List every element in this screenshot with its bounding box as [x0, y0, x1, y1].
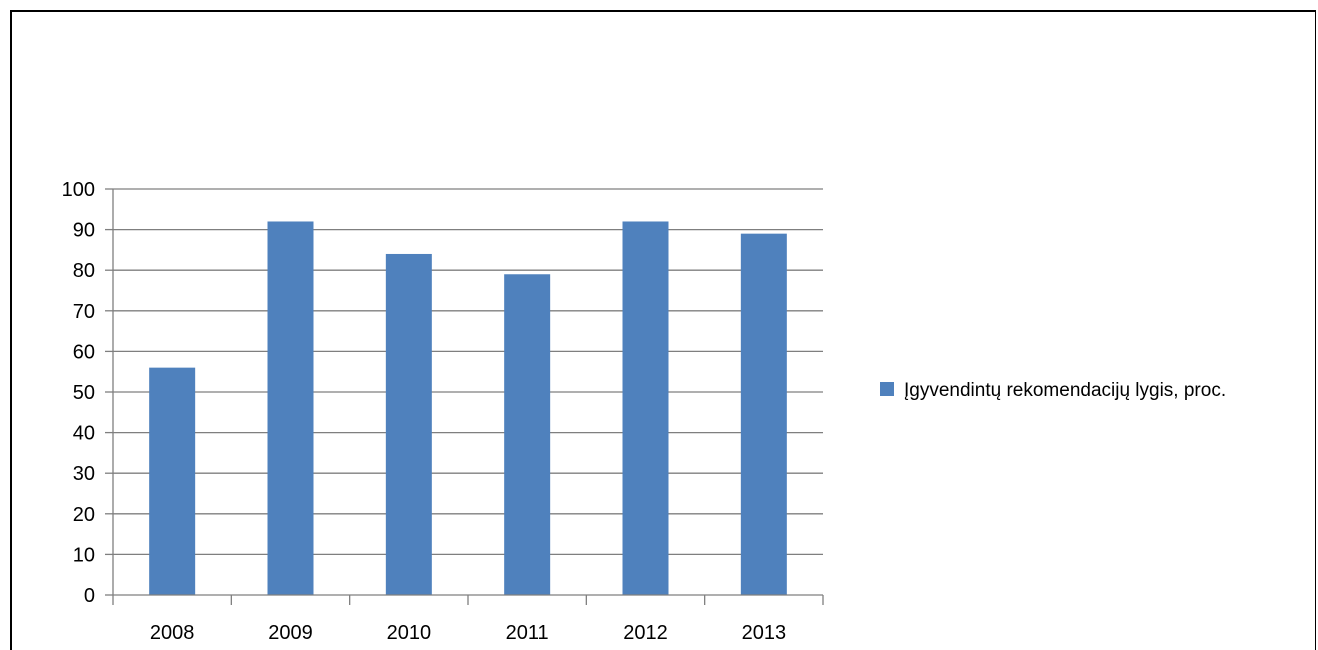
- x-tick-label: 2011: [506, 622, 549, 644]
- y-tick-label: 0: [84, 585, 95, 607]
- gridlines: [113, 188, 823, 556]
- axes: [105, 188, 824, 605]
- y-tick-label: 20: [73, 504, 95, 526]
- y-tick-label: 70: [73, 301, 95, 323]
- bar: [622, 221, 669, 596]
- y-tick-label: 10: [73, 544, 95, 566]
- legend-label: Įgyvendintų rekomendacijų lygis, proc.: [904, 380, 1227, 401]
- y-tick-label: 30: [73, 463, 95, 485]
- bars: [149, 221, 787, 596]
- y-tick-labels: 0 10 20 30 40 50 60 70 80 90 100: [62, 179, 95, 607]
- x-tick-label: 2012: [623, 622, 668, 644]
- y-tick-label: 90: [73, 220, 95, 242]
- x-tick-label: 2013: [742, 622, 787, 644]
- bar: [385, 253, 432, 595]
- x-tick-label: 2010: [387, 622, 432, 644]
- x-tick-label: 2008: [150, 622, 195, 644]
- y-tick-label: 50: [73, 382, 95, 404]
- bar: [504, 274, 551, 595]
- legend-swatch: [880, 382, 894, 396]
- x-tick-label: 2009: [268, 622, 313, 644]
- bar: [149, 367, 196, 595]
- x-tick-labels: 2008 2009 2010 2011 2012 2013: [150, 622, 786, 644]
- y-tick-label: 60: [73, 341, 95, 363]
- bar: [267, 221, 314, 596]
- y-tick-label: 100: [62, 179, 95, 201]
- y-tick-label: 80: [73, 260, 95, 282]
- bar: [740, 233, 787, 595]
- legend: Įgyvendintų rekomendacijų lygis, proc.: [880, 378, 1280, 403]
- y-tick-label: 40: [73, 423, 95, 445]
